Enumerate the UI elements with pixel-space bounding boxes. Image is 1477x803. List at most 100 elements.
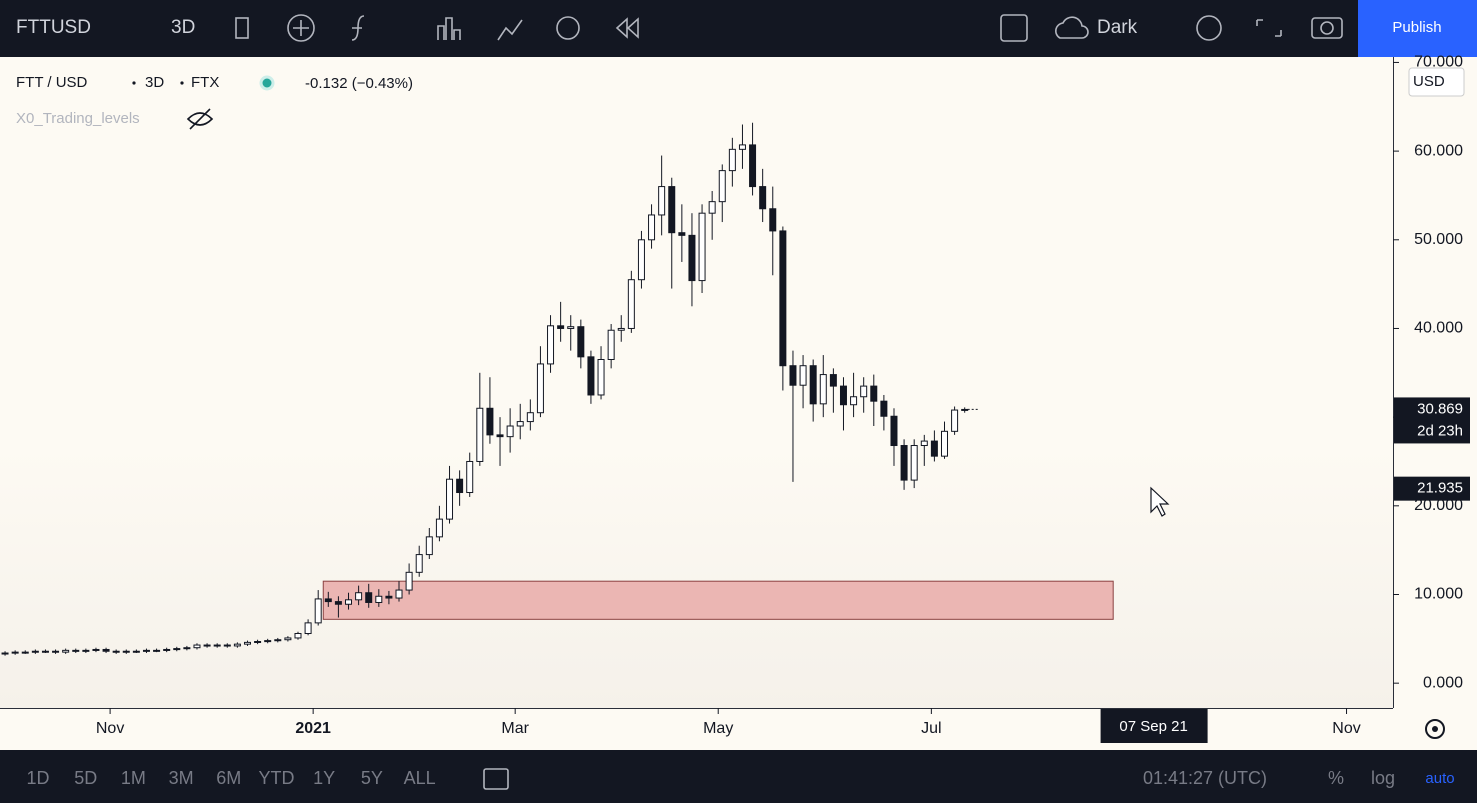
candle-body bbox=[476, 407, 484, 462]
candle-body bbox=[52, 650, 60, 653]
candle-body bbox=[759, 186, 767, 210]
candle-body bbox=[31, 650, 39, 653]
candle-body bbox=[728, 148, 736, 172]
candle-body bbox=[799, 365, 807, 386]
percent-toggle[interactable]: % bbox=[1328, 768, 1344, 788]
candle-body bbox=[62, 649, 70, 653]
candle-body bbox=[688, 234, 696, 282]
candle-body bbox=[789, 365, 797, 386]
candle-body bbox=[567, 326, 575, 329]
legend-change: -0.132 (−0.43%) bbox=[305, 75, 413, 92]
candle-body bbox=[153, 649, 161, 652]
candle-body bbox=[536, 363, 544, 414]
toolbar-icons[interactable] bbox=[235, 14, 1343, 42]
candle-body bbox=[21, 651, 29, 654]
crosshair-date: 07 Sep 21 bbox=[1119, 718, 1187, 735]
x-tick-label: Nov bbox=[1332, 720, 1360, 737]
candle-body bbox=[173, 648, 181, 651]
status-dot bbox=[259, 75, 275, 91]
candle-body bbox=[809, 365, 817, 405]
candle-body bbox=[506, 425, 514, 438]
candle-body bbox=[304, 622, 312, 635]
legend-interval: 3D bbox=[145, 74, 164, 91]
range-button[interactable]: 5Y bbox=[361, 768, 383, 788]
candle-body bbox=[233, 643, 241, 647]
theme-button[interactable]: Dark bbox=[1097, 17, 1138, 38]
candle-body bbox=[163, 648, 171, 651]
candle-body bbox=[607, 329, 615, 361]
candle-body bbox=[547, 325, 555, 365]
candle-body bbox=[890, 415, 898, 447]
candle-body bbox=[718, 170, 726, 203]
candle-body bbox=[839, 385, 847, 406]
range-button[interactable]: 6M bbox=[216, 768, 241, 788]
candle-body bbox=[102, 648, 110, 652]
currency-box[interactable] bbox=[1408, 67, 1465, 97]
auto-toggle[interactable]: auto bbox=[1425, 770, 1454, 787]
price-axis bbox=[1393, 57, 1477, 708]
candle-body bbox=[880, 400, 888, 417]
candle-body bbox=[900, 445, 908, 481]
range-button[interactable]: ALL bbox=[404, 768, 436, 788]
publish-button[interactable] bbox=[1358, 0, 1477, 57]
candle-body bbox=[112, 650, 120, 653]
range-button[interactable]: 3M bbox=[169, 768, 194, 788]
clock: 01:41:27 (UTC) bbox=[1143, 768, 1267, 788]
candle-body bbox=[648, 214, 656, 241]
candle-body bbox=[142, 649, 150, 652]
x-tick-label: Nov bbox=[96, 720, 124, 737]
candle-body bbox=[72, 649, 80, 652]
candle-body bbox=[668, 186, 676, 234]
x-tick-label: Jul bbox=[921, 720, 941, 737]
y-tick-label: 40.000 bbox=[1414, 320, 1463, 337]
symbol-button[interactable]: FTTUSD bbox=[16, 17, 91, 38]
interval-button[interactable]: 3D bbox=[171, 17, 195, 38]
hidden-icon[interactable] bbox=[186, 108, 214, 130]
candle-body bbox=[1, 652, 9, 655]
settings-icon[interactable] bbox=[1425, 719, 1445, 739]
candle-body bbox=[375, 595, 383, 603]
candle-body bbox=[355, 592, 363, 601]
x-tick-label: Mar bbox=[501, 720, 529, 737]
zone[interactable] bbox=[322, 580, 1114, 620]
crosshair-price-box bbox=[1394, 476, 1470, 501]
cursor bbox=[1150, 486, 1170, 517]
candle-body bbox=[425, 536, 433, 556]
candle-body bbox=[294, 633, 302, 639]
candle-body bbox=[587, 356, 595, 396]
candle-body bbox=[92, 648, 100, 651]
candle-body bbox=[385, 595, 393, 599]
range-button[interactable]: YTD bbox=[259, 768, 295, 788]
candle-body bbox=[829, 374, 837, 387]
candle-body bbox=[446, 478, 454, 520]
candle-body bbox=[132, 650, 140, 653]
candle-body bbox=[698, 212, 706, 282]
goto-date[interactable] bbox=[483, 768, 509, 790]
y-tick-label: 0.000 bbox=[1423, 674, 1463, 691]
candle-body bbox=[496, 434, 504, 438]
candle-body bbox=[940, 430, 948, 457]
y-tick-label: 10.000 bbox=[1414, 586, 1463, 603]
candle-body bbox=[708, 201, 716, 214]
candle-body bbox=[557, 325, 565, 329]
indicator-name[interactable]: X0_Trading_levels bbox=[16, 110, 140, 127]
candle-body bbox=[365, 592, 373, 603]
candle-body bbox=[749, 144, 757, 188]
candle-body bbox=[627, 279, 635, 329]
range-button[interactable]: 5D bbox=[74, 768, 97, 788]
separator bbox=[180, 81, 184, 85]
candle-body bbox=[819, 374, 827, 405]
candle-body bbox=[122, 650, 130, 653]
log-toggle[interactable]: log bbox=[1371, 768, 1395, 788]
currency[interactable]: USD bbox=[1413, 73, 1445, 90]
legend-exchange: FTX bbox=[191, 74, 219, 91]
range-button[interactable]: 1D bbox=[26, 768, 49, 788]
candle-body bbox=[769, 208, 777, 232]
range-button[interactable]: 1Y bbox=[313, 768, 335, 788]
range-button[interactable]: 1M bbox=[121, 768, 146, 788]
candle-body bbox=[324, 598, 332, 603]
candle-body bbox=[930, 440, 938, 457]
candle-body bbox=[516, 421, 524, 427]
publish-label[interactable]: Publish bbox=[1392, 19, 1441, 36]
bottom-bar bbox=[0, 750, 1477, 803]
